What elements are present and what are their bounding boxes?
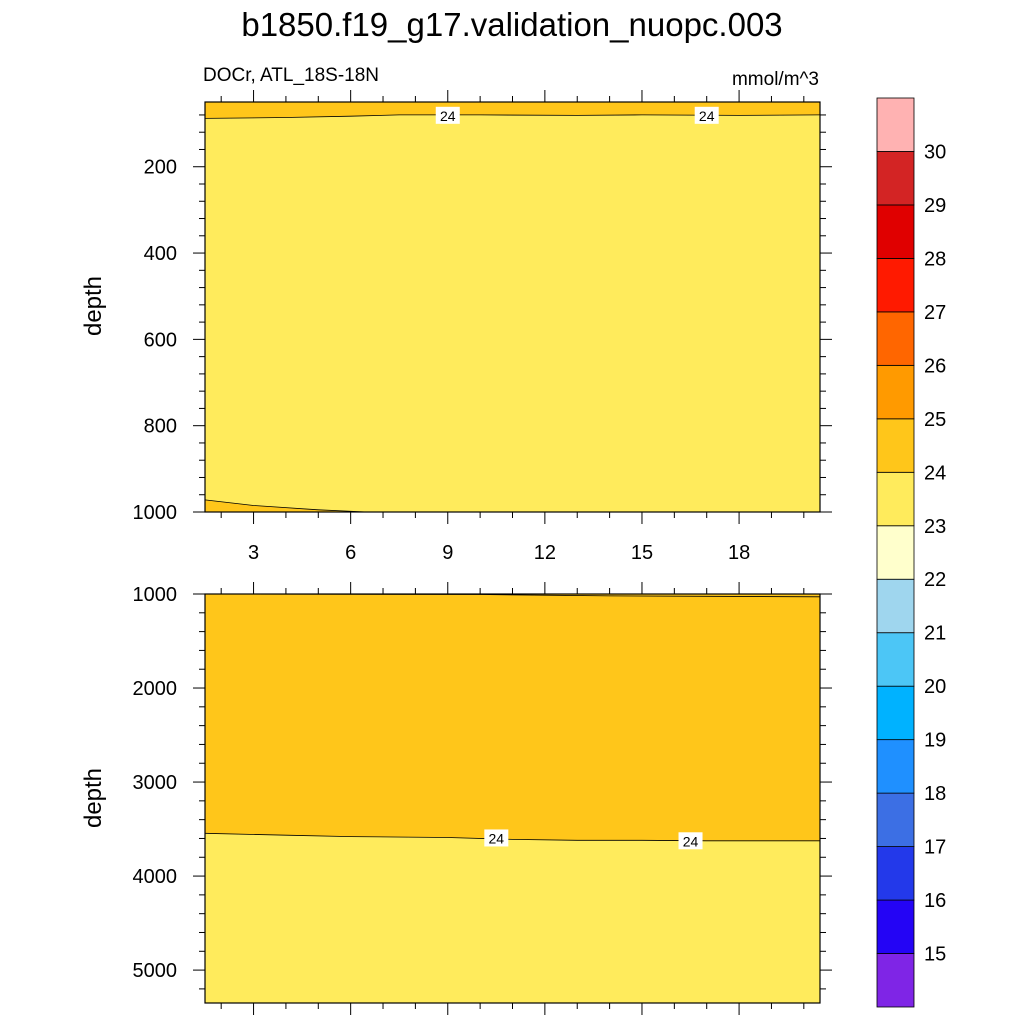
y-tick-label: 400 xyxy=(144,243,177,265)
y-tick-label: 5000 xyxy=(133,960,178,982)
colorbar-swatch xyxy=(876,204,915,259)
contour-label: 24 xyxy=(683,833,699,849)
y-tick-label: 4000 xyxy=(133,866,178,888)
y-tick-label: 2000 xyxy=(133,678,178,700)
y-tick-label: 600 xyxy=(144,329,177,351)
colorbar-label: 16 xyxy=(924,890,946,912)
colorbar-label: 17 xyxy=(924,837,946,859)
contour-line xyxy=(204,499,367,513)
contour-label: 24 xyxy=(489,830,505,846)
contour-label: 24 xyxy=(440,108,456,124)
contour-label-box xyxy=(678,832,703,850)
colorbar-label: 21 xyxy=(924,623,946,645)
colorbar-label: 30 xyxy=(924,142,946,164)
contour-label: 24 xyxy=(699,108,715,124)
contour-fill-24-25 xyxy=(205,102,820,119)
lower-y-axis-title: depth xyxy=(80,768,107,828)
contour-label-box xyxy=(435,106,460,124)
colorbar-swatch xyxy=(876,899,915,954)
x-tick-label: 18 xyxy=(728,542,750,564)
contour-label-box xyxy=(694,106,719,124)
colorbar-label: 19 xyxy=(924,730,946,752)
units-label: mmol/m^3 xyxy=(732,69,819,90)
colorbar-label: 15 xyxy=(924,944,946,966)
variable-label: DOCr, ATL_18S-18N xyxy=(203,65,379,86)
y-tick-label: 1000 xyxy=(133,502,178,524)
colorbar-label: 29 xyxy=(924,195,946,217)
colorbar-swatch xyxy=(876,685,915,741)
contour-label-box xyxy=(484,829,509,847)
colorbar-label: 23 xyxy=(924,516,946,538)
colorbar-swatch xyxy=(876,311,915,366)
chart-title: b1850.f19_g17.validation_nuopc.003 xyxy=(241,6,782,43)
y-tick-label: 800 xyxy=(144,416,177,438)
colorbar-swatch xyxy=(876,418,915,473)
x-tick-label: 6 xyxy=(345,542,356,564)
x-tick-labels: 3 6 9 12 15 18 xyxy=(248,542,750,564)
y-tick-label: 1000 xyxy=(133,584,178,606)
y-tick-label: 3000 xyxy=(133,772,178,794)
colorbar-swatch xyxy=(876,953,915,1008)
colorbar-swatch xyxy=(876,97,915,152)
colorbar-swatch xyxy=(876,258,915,313)
colorbar-swatch xyxy=(876,151,915,206)
colorbar-swatch xyxy=(876,632,915,687)
colorbar-label: 27 xyxy=(924,302,946,324)
contour-fill-23-24 xyxy=(205,102,820,512)
contour-fill-24-25 xyxy=(205,594,820,841)
colorbar-label: 18 xyxy=(924,783,946,805)
colorbar: 15 16 17 18 19 20 21 22 23 24 25 26 27 28 29 30 xyxy=(876,97,946,1008)
lower-panel: 24 24 1000 2000 3000 4000 5000 xyxy=(133,582,832,1015)
colorbar-swatch xyxy=(876,364,915,420)
x-tick-label: 9 xyxy=(442,542,453,564)
colorbar-label: 24 xyxy=(924,462,946,484)
colorbar-swatch xyxy=(876,471,915,527)
x-tick-label: 3 xyxy=(248,542,259,564)
colorbar-swatch xyxy=(876,792,915,847)
contour-fill-24-25 xyxy=(205,499,367,512)
upper-panel: 24 24 200 400 600 800 1000 xyxy=(133,90,832,524)
x-tick-label: 15 xyxy=(631,542,653,564)
upper-y-axis-title: depth xyxy=(80,276,107,336)
colorbar-swatch xyxy=(876,578,915,634)
colorbar-label: 25 xyxy=(924,409,946,431)
x-tick-label: 12 xyxy=(534,542,556,564)
colorbar-label: 22 xyxy=(924,569,946,591)
colorbar-swatch xyxy=(876,739,915,794)
colorbar-label: 28 xyxy=(924,248,946,270)
colorbar-label: 26 xyxy=(924,355,946,377)
y-tick-label: 200 xyxy=(144,157,177,179)
colorbar-swatch xyxy=(876,846,915,901)
colorbar-label: 20 xyxy=(924,676,946,698)
colorbar-swatch xyxy=(876,525,915,580)
